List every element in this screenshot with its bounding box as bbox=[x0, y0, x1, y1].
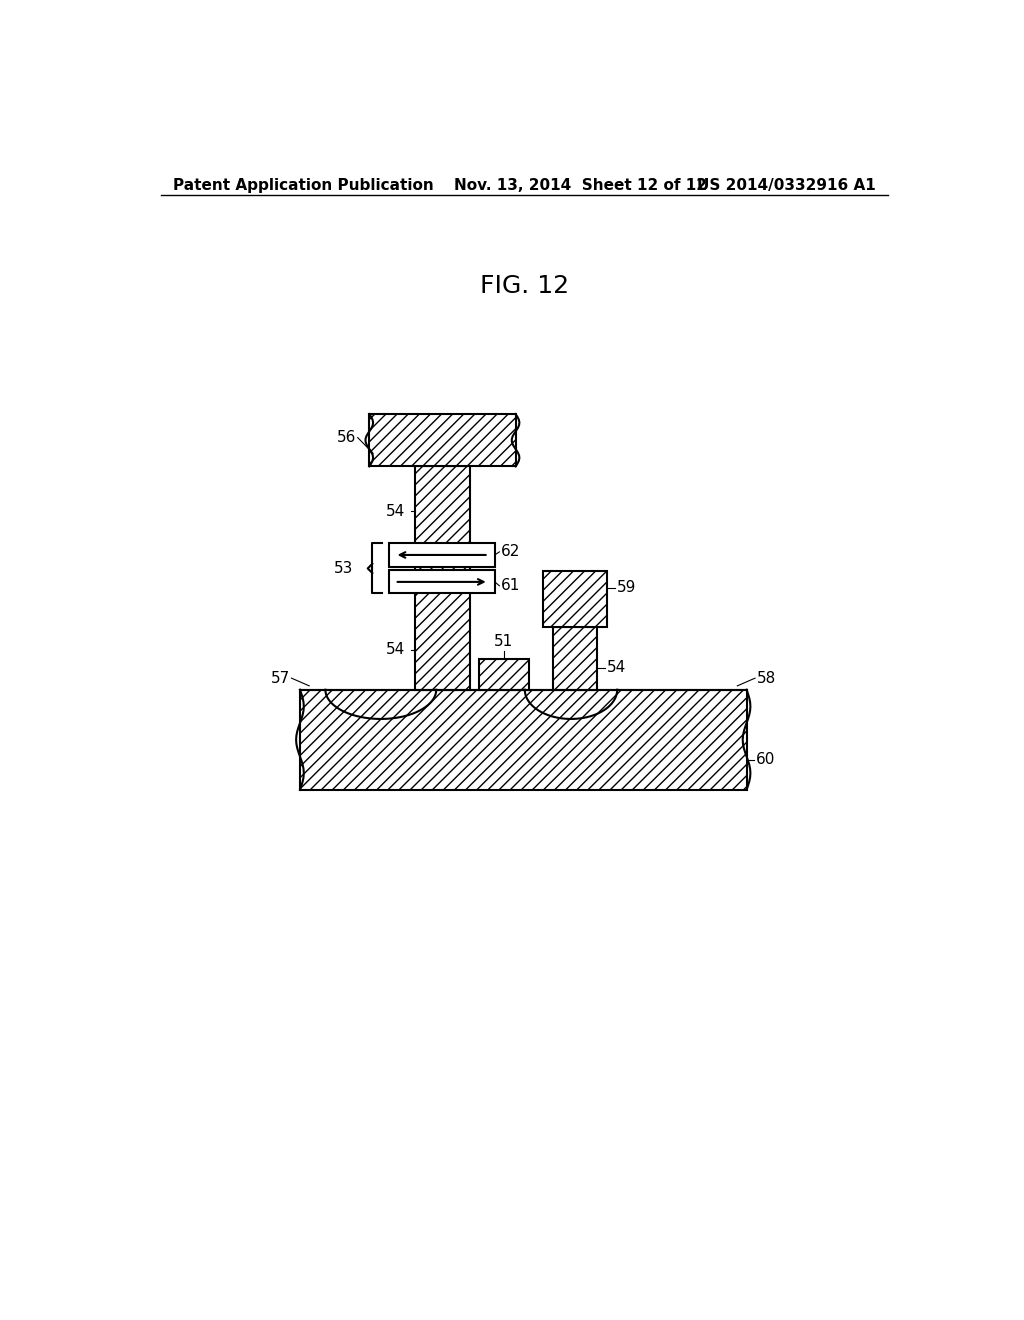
Bar bbox=[388, 570, 495, 594]
Text: Patent Application Publication: Patent Application Publication bbox=[173, 178, 433, 193]
Bar bbox=[415, 466, 470, 689]
Text: 58: 58 bbox=[757, 671, 776, 685]
Text: 53: 53 bbox=[334, 561, 353, 576]
Text: Nov. 13, 2014  Sheet 12 of 12: Nov. 13, 2014 Sheet 12 of 12 bbox=[454, 178, 707, 193]
Text: 56: 56 bbox=[337, 430, 356, 445]
Text: 61: 61 bbox=[501, 578, 520, 593]
Bar bbox=[553, 627, 597, 689]
Bar bbox=[543, 572, 607, 627]
Text: FIG. 12: FIG. 12 bbox=[480, 275, 569, 298]
Text: 62: 62 bbox=[501, 544, 520, 560]
Text: US 2014/0332916 A1: US 2014/0332916 A1 bbox=[697, 178, 876, 193]
Bar bbox=[300, 689, 746, 789]
Bar bbox=[370, 414, 515, 466]
Text: 59: 59 bbox=[616, 581, 636, 595]
Bar bbox=[388, 544, 495, 566]
Text: 60: 60 bbox=[756, 752, 775, 767]
Text: 51: 51 bbox=[494, 635, 513, 649]
Bar bbox=[478, 659, 528, 689]
Text: 57: 57 bbox=[270, 671, 290, 685]
Text: 54: 54 bbox=[606, 660, 626, 675]
Text: 54: 54 bbox=[386, 503, 406, 519]
Text: 54: 54 bbox=[386, 642, 406, 657]
